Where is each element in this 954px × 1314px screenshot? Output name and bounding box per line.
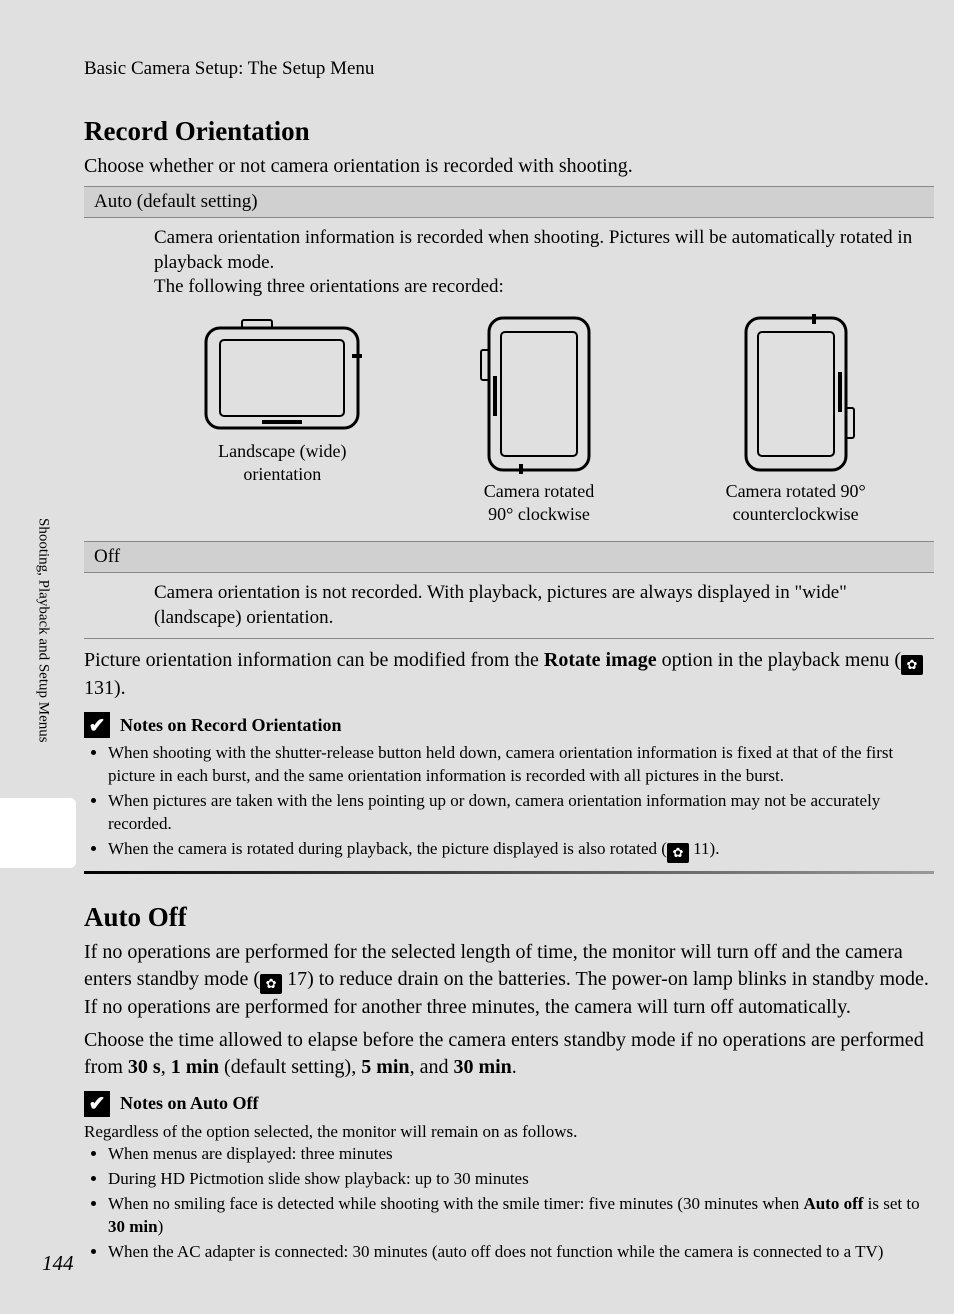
- check-icon: ✔: [84, 1091, 110, 1117]
- page-content: Basic Camera Setup: The Setup Menu Recor…: [84, 58, 934, 1272]
- note-item: When no smiling face is detected while s…: [108, 1193, 934, 1239]
- manual-page: Shooting, Playback and Setup Menus Basic…: [0, 0, 954, 1314]
- manual-ref-icon: ✿: [667, 843, 689, 863]
- ref-131: 131).: [84, 677, 126, 699]
- section-title-record-orientation: Record Orientation: [84, 116, 934, 147]
- section-title-auto-off: Auto Off: [84, 902, 934, 933]
- table-body-off: Camera orientation is not recorded. With…: [84, 573, 934, 638]
- notes-body: When shooting with the shutter-release b…: [84, 742, 934, 863]
- manual-ref-icon: ✿: [260, 974, 282, 994]
- note-item: When menus are displayed: three minutes: [108, 1143, 934, 1166]
- page-number: 144: [42, 1251, 74, 1276]
- camera-ccw-col: Camera rotated 90° counterclockwise: [686, 314, 906, 525]
- opt-30min: 30 min: [453, 1056, 511, 1078]
- b3-pre: When no smiling face is detected while s…: [108, 1194, 803, 1213]
- camera-ccw-caption: Camera rotated 90° counterclockwise: [722, 480, 870, 525]
- manual-ref-icon: ✿: [901, 655, 923, 675]
- side-chapter-tab: Shooting, Playback and Setup Menus: [33, 460, 53, 800]
- sep: ,: [161, 1056, 171, 1078]
- camera-landscape-col: Landscape (wide) orientation: [172, 314, 392, 525]
- auto-body-line1: Camera orientation information is record…: [154, 226, 924, 275]
- note-item: When the AC adapter is connected: 30 min…: [108, 1241, 934, 1264]
- caption-text: Camera rotated 90°: [726, 481, 866, 501]
- notes-header: ✔ Notes on Auto Off: [84, 1091, 934, 1117]
- camera-landscape-caption: Landscape (wide) orientation: [214, 440, 350, 485]
- opt-5min: 5 min: [361, 1056, 409, 1078]
- sep-and: , and: [410, 1056, 454, 1078]
- check-icon: ✔: [84, 712, 110, 738]
- caption-text: Camera rotated: [484, 481, 594, 501]
- note-item: During HD Pictmotion slide show playback…: [108, 1168, 934, 1191]
- side-white-tab: [0, 798, 76, 868]
- notes-title: Notes on Record Orientation: [120, 715, 341, 736]
- note-item: When the camera is rotated during playba…: [108, 838, 934, 863]
- note3-pre: When the camera is rotated during playba…: [108, 839, 667, 858]
- camera-orientation-row: Landscape (wide) orientation: [154, 314, 924, 525]
- note-item: When shooting with the shutter-release b…: [108, 742, 934, 788]
- breadcrumb: Basic Camera Setup: The Setup Menu: [84, 58, 934, 80]
- notes-body: Regardless of the option selected, the m…: [84, 1121, 934, 1265]
- notes-title: Notes on Auto Off: [120, 1093, 259, 1114]
- side-chapter-label: Shooting, Playback and Setup Menus: [35, 518, 52, 743]
- table-body-auto: Camera orientation information is record…: [84, 218, 934, 541]
- notes-auto-off: ✔ Notes on Auto Off Regardless of the op…: [84, 1091, 934, 1273]
- caption-text: 90° clockwise: [488, 504, 590, 524]
- table-header-off: Off: [84, 541, 934, 573]
- notes-intro: Regardless of the option selected, the m…: [84, 1121, 934, 1144]
- opt-1min: 1 min: [171, 1056, 219, 1078]
- caption-text: Landscape (wide): [218, 441, 346, 461]
- note3-post: 11).: [689, 839, 720, 858]
- auto-off-para2: Choose the time allowed to elapse before…: [84, 1027, 934, 1081]
- after-table-pre: Picture orientation information can be m…: [84, 649, 544, 671]
- caption-text: counterclockwise: [733, 504, 859, 524]
- rotate-image-bold: Rotate image: [544, 649, 657, 671]
- auto-body-line2: The following three orientations are rec…: [154, 275, 924, 300]
- default-label: (default setting),: [219, 1056, 361, 1078]
- b3-post: ): [158, 1217, 164, 1236]
- camera-cw-col: Camera rotated 90° clockwise: [429, 314, 649, 525]
- camera-cw-icon: [479, 314, 599, 474]
- period: .: [512, 1056, 517, 1078]
- auto-off-para1: If no operations are performed for the s…: [84, 939, 934, 1021]
- note-item: When pictures are taken with the lens po…: [108, 790, 934, 836]
- orientation-table: Auto (default setting) Camera orientatio…: [84, 186, 934, 639]
- opt-30s: 30 s: [128, 1056, 161, 1078]
- after-table-text: Picture orientation information can be m…: [84, 647, 934, 702]
- notes-record-orientation: ✔ Notes on Record Orientation When shoot…: [84, 712, 934, 874]
- record-orientation-intro: Choose whether or not camera orientation…: [84, 153, 934, 180]
- b3-mid: is set to: [863, 1194, 919, 1213]
- camera-ccw-icon: [736, 314, 856, 474]
- camera-cw-caption: Camera rotated 90° clockwise: [480, 480, 598, 525]
- camera-landscape-icon: [202, 314, 362, 434]
- caption-text: orientation: [243, 464, 321, 484]
- table-header-auto: Auto (default setting): [84, 187, 934, 218]
- b3-bold2: 30 min: [108, 1217, 158, 1236]
- after-table-mid: option in the playback menu (: [657, 649, 901, 671]
- b3-bold1: Auto off: [803, 1194, 863, 1213]
- notes-header: ✔ Notes on Record Orientation: [84, 712, 934, 738]
